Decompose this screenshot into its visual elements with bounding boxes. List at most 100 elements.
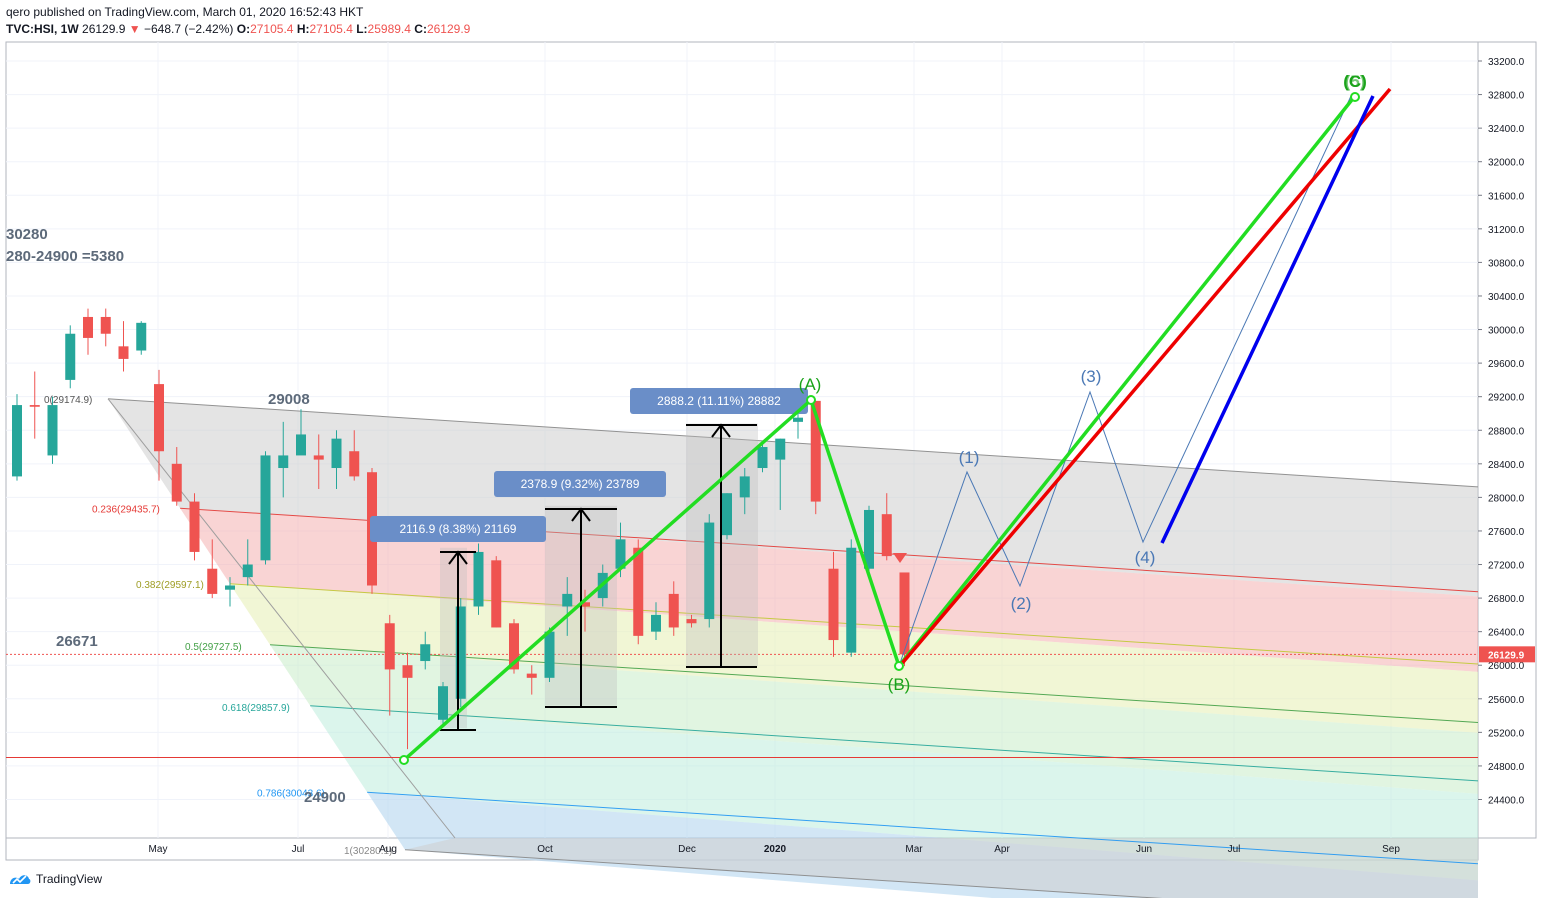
candle-body[interactable]: [899, 572, 910, 655]
x-tick-label: Aug: [379, 844, 397, 855]
measure-label: 2888.2 (11.11%) 28882: [657, 394, 781, 408]
candle-body[interactable]: [296, 434, 306, 456]
measure-3-arrowhead: [711, 423, 731, 438]
wave-line-down: [809, 399, 901, 667]
candle-body[interactable]: [349, 451, 360, 477]
y-tick-label: 32400.0: [1488, 124, 1525, 135]
fib-band-outer: [405, 838, 1478, 898]
y-tick-label: 31200.0: [1488, 225, 1525, 236]
wave-line-target: [897, 94, 1357, 668]
x-tick-label: May: [149, 844, 168, 855]
last-price-tag-label: 26129.9: [1488, 650, 1525, 661]
y-tick-label: 32000.0: [1488, 158, 1525, 169]
candle-body[interactable]: [491, 560, 502, 628]
x-tick-label: Jul: [292, 844, 305, 855]
candle-body[interactable]: [473, 551, 484, 607]
candle-body[interactable]: [207, 568, 218, 594]
wave-projection-path: [898, 95, 1352, 667]
candle-body[interactable]: [633, 547, 644, 636]
candle-body[interactable]: [846, 547, 857, 653]
fib-band: [310, 705, 1478, 881]
candle-body[interactable]: [260, 455, 271, 561]
x-tick-label: Oct: [537, 844, 553, 855]
candle-body[interactable]: [562, 593, 573, 607]
note-24900: 24900: [304, 789, 346, 806]
open-value: 27105.4: [250, 22, 294, 36]
wave-label-5: (5): [1345, 72, 1366, 91]
close-value: 26129.9: [426, 22, 471, 36]
candle-body[interactable]: [722, 493, 732, 536]
y-tick-label: 28400.0: [1488, 460, 1525, 471]
candle-body[interactable]: [189, 501, 200, 552]
y-tick-label: 28800.0: [1488, 426, 1525, 437]
fib-level-line: [269, 644, 1479, 723]
low-value: 25989.4: [367, 22, 411, 36]
candle-body[interactable]: [438, 686, 448, 720]
candle-body[interactable]: [331, 438, 342, 469]
candle-body[interactable]: [686, 619, 697, 624]
candle-body[interactable]: [12, 405, 22, 477]
x-tick-label: Jun: [1136, 844, 1152, 855]
candle-body[interactable]: [29, 405, 40, 407]
signal-triangle-icon: [893, 553, 907, 563]
candle-body[interactable]: [225, 585, 235, 590]
candle-body[interactable]: [651, 614, 661, 632]
candle-body[interactable]: [47, 405, 58, 456]
wave-line-up: [402, 398, 813, 762]
fib-channel-edge: [107, 398, 456, 839]
y-tick-label: 27200.0: [1488, 561, 1525, 572]
candle-body[interactable]: [739, 476, 750, 498]
brand[interactable]: TradingView: [8, 872, 102, 886]
candle-body[interactable]: [828, 568, 839, 641]
candle-body[interactable]: [136, 322, 147, 351]
candle-body[interactable]: [775, 438, 786, 460]
note-range: 280-24900 =5380: [6, 248, 124, 265]
candle-body[interactable]: [384, 623, 395, 670]
y-tick-label: 30800.0: [1488, 258, 1525, 269]
candle-body[interactable]: [402, 665, 413, 678]
candle-body[interactable]: [154, 384, 164, 452]
fib-label: 0.382(29597.1): [136, 580, 204, 591]
wave-label-4: (4): [1135, 548, 1156, 567]
candle-body[interactable]: [242, 564, 253, 578]
last-price-tag: [1479, 646, 1535, 663]
candle-body[interactable]: [313, 455, 324, 460]
candle-body[interactable]: [420, 644, 431, 662]
candle-body[interactable]: [881, 514, 892, 557]
wave-pivot: [1350, 92, 1360, 102]
candle-body[interactable]: [810, 400, 821, 502]
y-tick-label: 28000.0: [1488, 493, 1525, 504]
y-tick-label: 26400.0: [1488, 628, 1525, 639]
x-tick-label: Dec: [678, 844, 696, 855]
candle-body[interactable]: [615, 539, 626, 569]
fib-label: 1(30280.1): [344, 846, 392, 857]
x-tick-label: Mar: [905, 844, 923, 855]
candle-body[interactable]: [793, 417, 803, 422]
wave-label-a: (A): [799, 375, 822, 394]
low-label: L:: [356, 22, 368, 36]
candle-body[interactable]: [171, 463, 182, 502]
candle-body[interactable]: [100, 316, 111, 334]
open-label: O:: [236, 22, 251, 36]
y-tick-label: 29600.0: [1488, 359, 1525, 370]
y-tick-label: 27600.0: [1488, 527, 1525, 538]
candle-body[interactable]: [509, 623, 519, 670]
candle-body[interactable]: [526, 673, 537, 678]
price-change: −648.7 (−2.42%): [143, 22, 234, 36]
candle-body[interactable]: [544, 631, 555, 678]
candle-body[interactable]: [278, 455, 289, 469]
candle-body[interactable]: [83, 316, 93, 338]
wave-label-3: (3): [1081, 367, 1102, 386]
candle-body[interactable]: [864, 509, 874, 569]
y-tick-label: 29200.0: [1488, 393, 1525, 404]
red-trend-line: [897, 87, 1392, 669]
candle-body[interactable]: [668, 593, 679, 628]
candle-body[interactable]: [704, 522, 715, 620]
wave-label-b: (B): [888, 675, 911, 694]
candle-body[interactable]: [455, 606, 466, 699]
candle-body[interactable]: [118, 346, 129, 359]
candle-body[interactable]: [580, 602, 590, 607]
candle-body[interactable]: [757, 447, 768, 469]
candle-body[interactable]: [65, 333, 76, 380]
